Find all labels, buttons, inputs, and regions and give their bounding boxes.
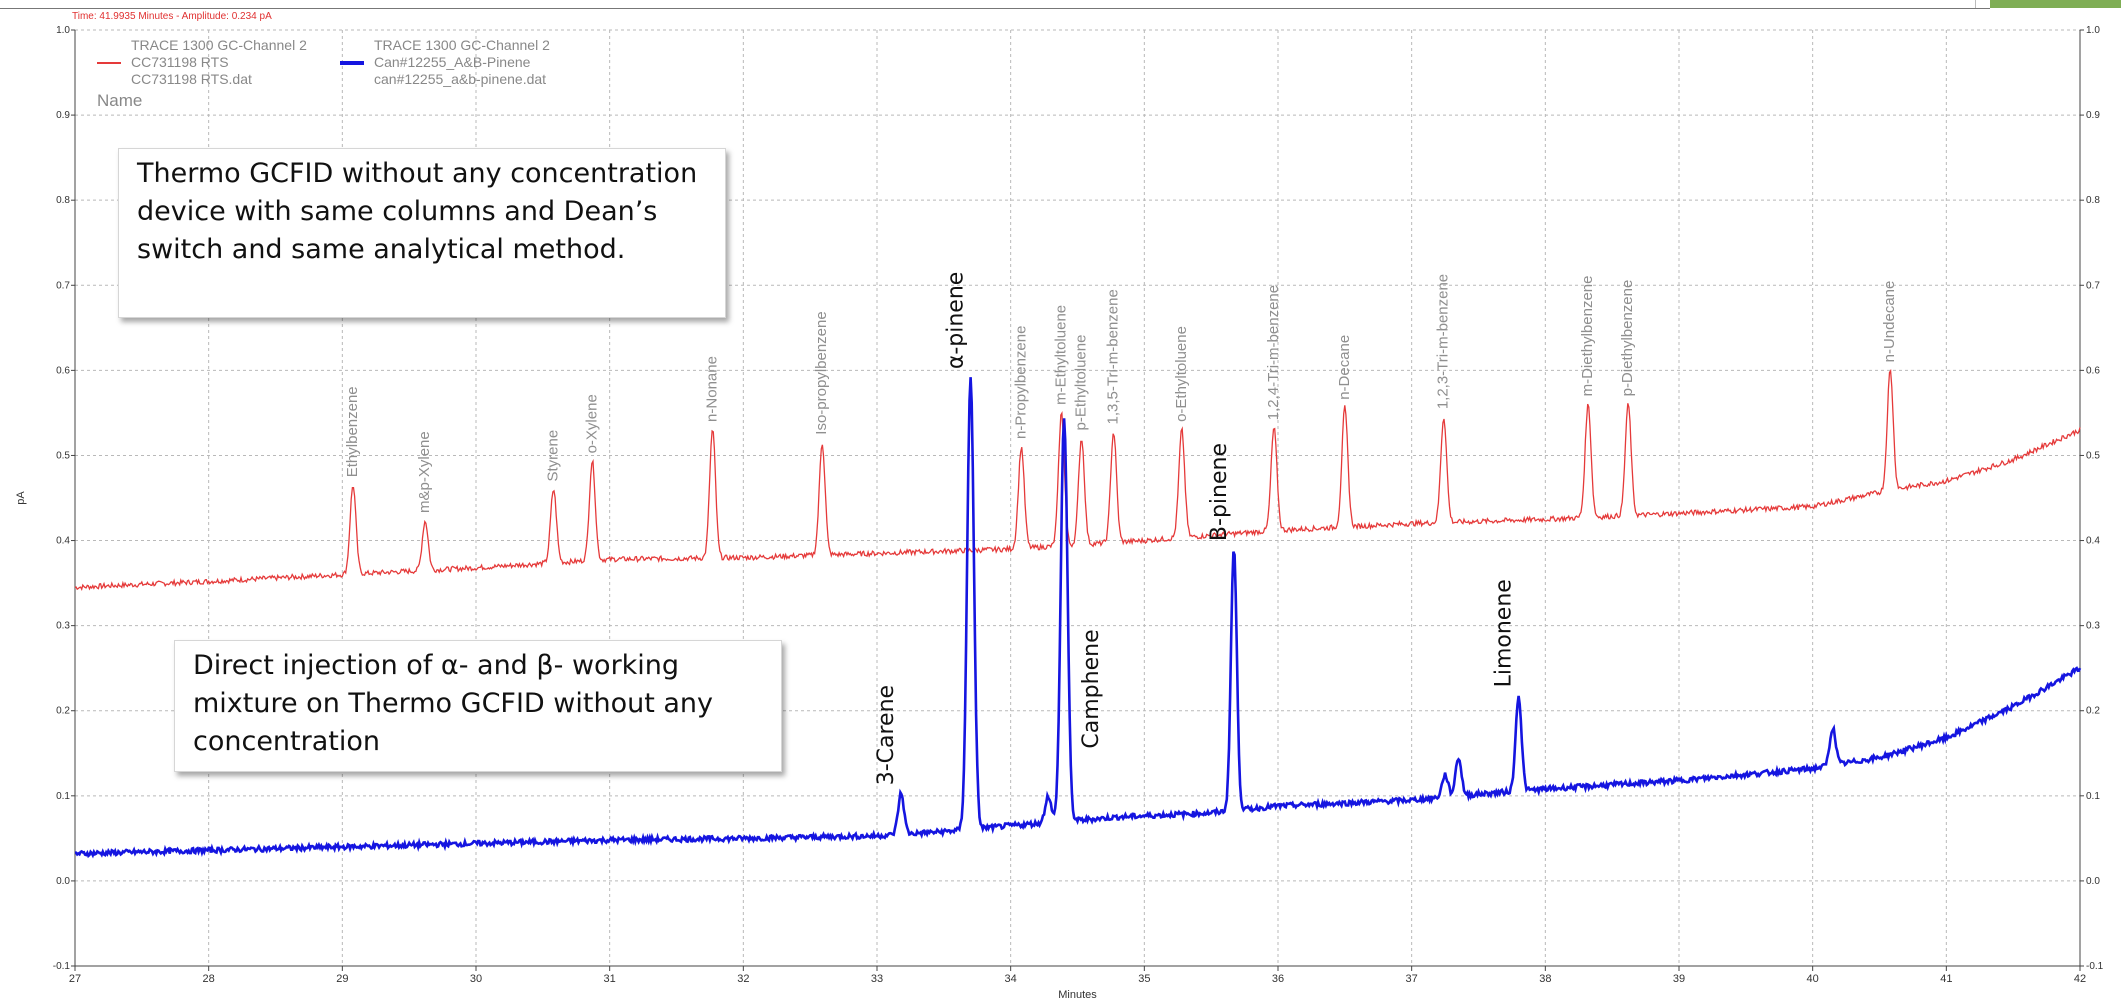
x-tick-label: 42 [2074,973,2086,985]
peak-label-red: n-Nonane [704,356,721,422]
x-axis-title: Minutes [1058,989,1097,1001]
x-tick-label: 32 [737,973,749,985]
y-tick-label-left: 0.4 [56,536,70,547]
y-tick-label-left: 1.0 [56,25,70,36]
y-tick-label-left: 0.8 [56,195,70,206]
y-tick-label-right: 0.7 [2086,280,2100,291]
y-tick-label-right: 0.1 [2086,791,2100,802]
peak-label-red: m-Diethylbenzene [1579,275,1596,396]
x-tick-label: 41 [1940,973,1952,985]
y-tick-label-right: 0.0 [2086,876,2100,887]
x-tick-label: 30 [470,973,482,985]
x-tick-label: 28 [203,973,215,985]
peak-label-red: 1,3,5-Tri-m-benzene [1105,289,1122,424]
peak-label-red: Styrene [545,430,562,482]
peak-label-blue: Camphene [1079,629,1104,748]
peak-label-red: n-Propylbenzene [1012,326,1029,439]
x-tick-label: 36 [1272,973,1284,985]
cursor-readout: Time: 41.9935 Minutes - Amplitude: 0.234… [72,11,272,22]
peak-label-blue: 3-Carene [874,685,899,785]
peak-label-blue: B-pinene [1207,443,1232,541]
x-tick-label: 37 [1406,973,1418,985]
legend-name-1: CC731198 RTS [131,54,229,70]
top-border [0,8,1990,9]
legend-detector-1: TRACE 1300 GC-Channel 2 [131,37,307,53]
x-tick-label: 35 [1138,973,1150,985]
peak-label-blue: α-pinene [944,272,969,369]
x-tick-label: 34 [1005,973,1017,985]
legend-file-1: CC731198 RTS.dat [131,71,252,87]
x-tick-label: 27 [69,973,81,985]
y-tick-label-right: 0.6 [2086,365,2100,376]
callout-bottom: Direct injection of α- and β- working mi… [174,640,782,772]
peak-label-blue: Limonene [1492,579,1517,687]
legend-name-2: Can#12255_A&B-Pinene [374,54,531,70]
peak-label-red: n-Decane [1336,335,1353,400]
legend-swatch-red [97,61,121,64]
y-tick-label-left: 0.7 [56,280,70,291]
legend-detector-2: TRACE 1300 GC-Channel 2 [374,37,550,53]
y-tick-label-left: 0.1 [56,791,70,802]
y-tick-label-left: 0.0 [56,876,70,887]
x-tick-label: 39 [1673,973,1685,985]
y-tick-label-left: 0.2 [56,706,70,717]
peak-label-red: m&p-Xylene [416,431,433,513]
peak-label-red: 1,2,4-Tri-m-benzene [1265,285,1282,420]
legend-file-2: can#12255_a&b-pinene.dat [374,71,547,87]
y-axis-title: pA [15,491,27,505]
x-tick-label: 38 [1539,973,1551,985]
x-tick-label: 29 [336,973,348,985]
peak-label-red: n-Undecane [1881,281,1898,363]
peak-label-red: p-Diethylbenzene [1619,280,1636,397]
peak-label-red: 1,2,3-Tri-m-benzene [1435,274,1452,409]
chart-traces [74,368,2082,859]
y-tick-label-right: -0.1 [2086,961,2104,972]
peak-label-red: Ethylbenzene [344,386,361,477]
peak-label-red: o-Ethyltoluene [1173,326,1190,422]
trace-red [74,368,2081,591]
y-tick-label-left: -0.1 [53,961,71,972]
peak-label-red: o-Xylene [583,394,600,453]
peak-label-red: p-Ethyltoluene [1073,335,1090,431]
corner-accent [1990,0,2121,8]
y-tick-label-right: 0.8 [2086,195,2100,206]
legend-swatch-blue [340,60,364,65]
x-tick-label: 31 [604,973,616,985]
peak-label-red: m-Ethyltoluene [1052,305,1069,405]
peak-label-red: Iso-propylbenzene [813,311,830,434]
legend-entry-1[interactable]: TRACE 1300 GC-Channel 2 CC731198 RTS CC7… [97,37,307,88]
y-tick-label-right: 0.2 [2086,706,2100,717]
chart-axes: 27 28 29 30 31 32 33 34 35 36 37 38 39 40 41 42-0.1 -0.1… [15,25,2104,1001]
y-tick-label-right: 0.9 [2086,110,2100,121]
y-tick-label-left: 0.6 [56,365,70,376]
legend-entry-2[interactable]: TRACE 1300 GC-Channel 2 Can#12255_A&B-Pi… [340,37,550,88]
legend-header: Name [97,91,143,110]
trace-blue [74,377,2082,859]
y-tick-label-left: 0.5 [56,450,70,461]
corner-divider [1975,0,1991,8]
y-tick-label-right: 0.4 [2086,536,2100,547]
callout-top: Thermo GCFID without any concentration d… [118,148,726,318]
y-tick-label-right: 0.3 [2086,621,2100,632]
y-tick-label-left: 0.9 [56,110,70,121]
x-tick-label: 33 [871,973,883,985]
y-tick-label-right: 1.0 [2086,25,2100,36]
y-tick-label-right: 0.5 [2086,450,2100,461]
x-tick-label: 40 [1807,973,1819,985]
y-tick-label-left: 0.3 [56,621,70,632]
peak-labels: Ethylbenzene m&p-Xylene Styrene o-Xylene n-N… [344,272,1898,786]
